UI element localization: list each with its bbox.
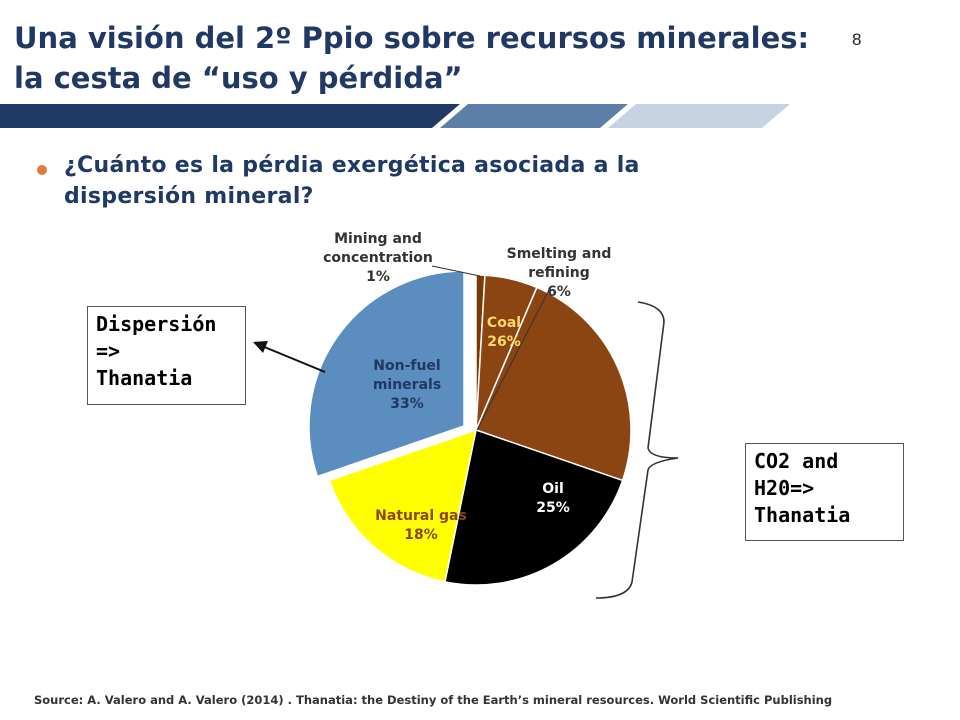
pie-slice-coal xyxy=(474,286,632,482)
pie-label-line: 1% xyxy=(366,269,390,285)
pie-label-line: Natural gas xyxy=(375,508,467,524)
arrow-head-icon xyxy=(253,341,268,353)
leader-line-mining xyxy=(431,265,481,277)
pie-label-line: 33% xyxy=(390,396,424,412)
callout-co2-line-2: H20=> xyxy=(754,476,815,500)
callout-dispersion-line-2: => xyxy=(96,339,121,363)
callout-co2-line-3: Thanatia xyxy=(754,503,851,527)
pie-label-line: 18% xyxy=(404,527,438,543)
header-bar-light xyxy=(608,104,790,128)
brace-icon xyxy=(595,301,679,599)
arrow-line xyxy=(261,345,326,373)
pie-label-line: Coal xyxy=(487,315,521,331)
callout-dispersion-line-3: Thanatia xyxy=(96,366,193,390)
header-bar-dark xyxy=(0,104,460,128)
leader-line-smelting xyxy=(476,289,550,431)
pie-label-line: 25% xyxy=(536,500,570,516)
pie-slice-non-fuel-minerals xyxy=(308,270,465,478)
callout-dispersion: Dispersión => Thanatia xyxy=(87,306,246,405)
pie-label-line: refining xyxy=(528,265,590,281)
callout-dispersion-line-1: Dispersión xyxy=(96,312,217,336)
pie-label-mining-and-concentration: Mining and concentration 1% xyxy=(323,231,433,285)
pie-label-smelting-and-refining: Smelting and refining 6% xyxy=(507,246,612,300)
header-bar xyxy=(0,104,790,128)
pie-label-line: Mining and xyxy=(334,231,422,247)
bullet-text: ¿Cuánto es la pérdia exergética asociada… xyxy=(64,150,824,212)
slide-title: Una visión del 2º Ppio sobre recursos mi… xyxy=(14,18,864,98)
header-bar-mid xyxy=(440,104,628,128)
pie-label-oil: Oil 25% xyxy=(536,481,570,516)
pie-labels: Mining and concentration 1% Smelting and ref… xyxy=(323,231,611,543)
title-line-2: la cesta de “uso y pérdida” xyxy=(14,61,463,95)
pie-label-natural-gas: Natural gas 18% xyxy=(375,508,467,543)
title-line-1: Una visión del 2º Ppio sobre recursos mi… xyxy=(14,21,810,55)
pie-label-line: 6% xyxy=(547,284,571,300)
pie-label-line: 26% xyxy=(487,334,521,350)
bullet-line-2: dispersión mineral? xyxy=(64,184,314,209)
pie-label-line: Non-fuel xyxy=(373,358,440,374)
source-citation: Source: A. Valero and A. Valero (2014) .… xyxy=(34,693,833,707)
pie-slices xyxy=(308,270,632,586)
pie-label-line: Smelting and xyxy=(507,246,612,262)
callout-co2-line-1: CO2 and xyxy=(754,449,839,473)
chart-annotations xyxy=(253,265,679,599)
pie-label-line: minerals xyxy=(373,377,441,393)
callout-co2: CO2 and H20=> Thanatia xyxy=(745,443,904,541)
pie-label-line: concentration xyxy=(323,250,433,266)
slide-number: 8 xyxy=(852,30,862,49)
pie-slice-oil xyxy=(444,429,624,586)
pie-slice-natural-gas xyxy=(328,428,477,583)
bullet-line-1: ¿Cuánto es la pérdia exergética asociada… xyxy=(64,153,640,178)
pie-label-non-fuel-minerals: Non-fuel minerals 33% xyxy=(373,358,441,412)
pie-label-line: Oil xyxy=(542,481,564,497)
pie-label-coal: Coal 26% xyxy=(487,315,521,350)
bullet-icon xyxy=(37,165,47,175)
